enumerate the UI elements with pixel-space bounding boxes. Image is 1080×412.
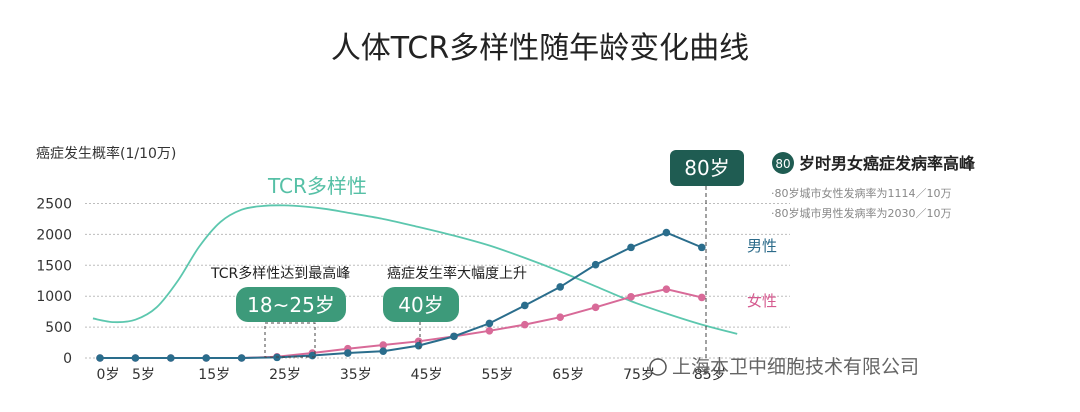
female-point: [591, 303, 600, 312]
female-point: [485, 327, 494, 335]
male-point: [450, 332, 458, 341]
y-tick-label: 2000: [36, 227, 72, 243]
x-tick-label: 55岁: [481, 367, 513, 383]
male-point: [202, 354, 210, 362]
female-point: [379, 341, 388, 349]
rise-age-label: 40岁: [398, 293, 443, 317]
male-point: [379, 347, 388, 356]
male-point: [627, 243, 635, 252]
male-point: [521, 301, 529, 310]
incidence-peak-title: 岁时男女癌症发病率高峰: [799, 154, 976, 173]
female-point: [698, 293, 706, 302]
tcr-diversity-line: [92, 204, 738, 335]
female-point: [556, 313, 564, 322]
incidence-female-note: ·80岁城市女性发病率为1114／10万: [771, 186, 951, 200]
incidence-peak-age: 80岁: [684, 156, 729, 180]
male-point: [698, 243, 706, 252]
rise-annotation: 癌症发生率大幅度上升: [387, 265, 527, 282]
x-tick-label: 5岁: [132, 367, 155, 383]
y-tick-label: 0: [63, 351, 72, 367]
incidence-badge: [772, 152, 794, 174]
female-point: [662, 285, 671, 293]
y-tick-labels: 0 500 1000 1500 2000 2500: [36, 197, 72, 368]
x-tick-label: 25岁: [269, 367, 301, 383]
x-tick-label: 15岁: [198, 367, 230, 383]
incidence-peak-pill: [670, 150, 744, 186]
watermark-text: 上海本卫中细胞技术有限公司: [672, 356, 919, 378]
male-point: [96, 354, 104, 362]
incidence-badge-text: 80: [775, 157, 790, 171]
x-tick-label: 65岁: [552, 367, 584, 383]
tcr-peak-pill: [236, 287, 346, 322]
male-point: [167, 354, 175, 362]
x-tick-label: 75岁: [623, 367, 655, 383]
male-point: [344, 349, 352, 357]
female-point: [627, 293, 635, 301]
male-point: [591, 260, 600, 269]
incidence-male-note: ·80岁城市男性发病率为2030／10万: [771, 206, 951, 220]
tcr-peak-annotation: TCR多样性达到最高峰: [210, 265, 350, 282]
male-line: [100, 231, 703, 359]
x-tick-label: 0岁: [97, 367, 120, 383]
x-tick-labels: 0岁 5岁 15岁 25岁 35岁 45岁 55岁 65岁 75岁 85岁: [97, 367, 726, 383]
x-tick-label: 45岁: [411, 367, 443, 383]
male-point: [131, 354, 140, 362]
y-tick-label: 1500: [36, 258, 72, 274]
tcr-series: [92, 204, 738, 335]
x-tick-label: 85岁: [694, 367, 726, 383]
tcr-peak-bracket: [264, 322, 316, 358]
male-point: [485, 319, 494, 328]
male-point: [414, 341, 423, 350]
rise-age-pill: [383, 287, 459, 322]
y-axis-label: 癌症发生概率(1/10万): [36, 145, 176, 162]
male-series-label: 男性: [747, 237, 777, 255]
wechat-icon: [649, 358, 667, 376]
male-point: [237, 354, 246, 362]
female-series-label: 女性: [747, 292, 777, 310]
tcr-diversity-label: TCR多样性: [267, 174, 367, 198]
y-tick-label: 2500: [36, 197, 72, 213]
female-point: [521, 320, 529, 329]
y-tick-label: 1000: [36, 289, 72, 305]
chart-title: 人体TCR多样性随年龄变化曲线: [331, 31, 749, 66]
tcr-peak-range: 18~25岁: [247, 293, 335, 317]
y-tick-label: 500: [45, 320, 72, 336]
x-tick-label: 35岁: [340, 367, 372, 383]
male-point: [662, 228, 671, 237]
male-point: [556, 283, 564, 291]
male-series: [96, 228, 706, 362]
